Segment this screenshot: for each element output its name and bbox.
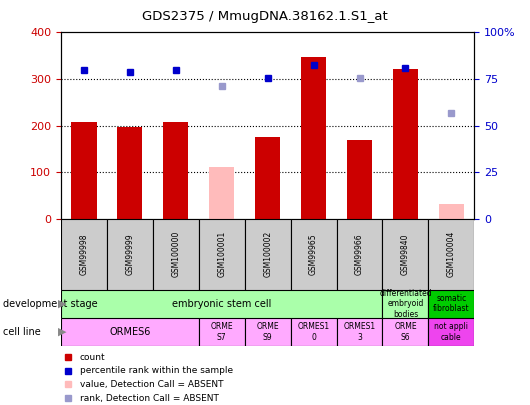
Text: cell line: cell line bbox=[3, 327, 40, 337]
Bar bbox=[383, 318, 428, 346]
Text: ORME
S6: ORME S6 bbox=[394, 322, 417, 342]
Text: value, Detection Call = ABSENT: value, Detection Call = ABSENT bbox=[80, 380, 223, 389]
Text: not appli
cable: not appli cable bbox=[435, 322, 469, 342]
Text: GSM100000: GSM100000 bbox=[171, 231, 180, 277]
Text: ▶: ▶ bbox=[58, 299, 67, 309]
Text: GSM99965: GSM99965 bbox=[309, 233, 318, 275]
Bar bbox=[439, 204, 464, 219]
Bar bbox=[347, 141, 372, 219]
Bar bbox=[61, 290, 383, 318]
Text: differentiated
embryoid
bodies: differentiated embryoid bodies bbox=[379, 289, 432, 319]
Bar bbox=[163, 122, 189, 219]
Bar bbox=[383, 219, 428, 290]
Bar bbox=[290, 318, 337, 346]
Bar bbox=[255, 137, 280, 219]
Bar bbox=[301, 57, 326, 219]
Text: GSM100002: GSM100002 bbox=[263, 231, 272, 277]
Bar bbox=[290, 219, 337, 290]
Text: GSM99999: GSM99999 bbox=[126, 233, 134, 275]
Text: ORME
S9: ORME S9 bbox=[257, 322, 279, 342]
Text: ORME
S7: ORME S7 bbox=[210, 322, 233, 342]
Bar bbox=[209, 166, 234, 219]
Bar bbox=[383, 290, 428, 318]
Bar bbox=[337, 219, 383, 290]
Text: GSM99840: GSM99840 bbox=[401, 233, 410, 275]
Bar bbox=[199, 318, 245, 346]
Text: GSM100001: GSM100001 bbox=[217, 231, 226, 277]
Bar bbox=[245, 318, 290, 346]
Text: GSM100004: GSM100004 bbox=[447, 231, 456, 277]
Text: development stage: development stage bbox=[3, 299, 98, 309]
Text: GDS2375 / MmugDNA.38162.1.S1_at: GDS2375 / MmugDNA.38162.1.S1_at bbox=[142, 10, 388, 23]
Bar bbox=[61, 219, 107, 290]
Bar bbox=[61, 318, 199, 346]
Text: ORMES6: ORMES6 bbox=[109, 327, 151, 337]
Text: embryonic stem cell: embryonic stem cell bbox=[172, 299, 271, 309]
Text: ORMES1
0: ORMES1 0 bbox=[297, 322, 330, 342]
Bar bbox=[428, 318, 474, 346]
Bar bbox=[428, 290, 474, 318]
Text: ORMES1
3: ORMES1 3 bbox=[343, 322, 376, 342]
Text: GSM99966: GSM99966 bbox=[355, 233, 364, 275]
Text: ▶: ▶ bbox=[58, 327, 67, 337]
Text: rank, Detection Call = ABSENT: rank, Detection Call = ABSENT bbox=[80, 394, 218, 403]
Text: somatic
fibroblast: somatic fibroblast bbox=[433, 294, 470, 313]
Bar bbox=[199, 219, 245, 290]
Bar bbox=[117, 127, 143, 219]
Bar bbox=[393, 69, 418, 219]
Text: GSM99998: GSM99998 bbox=[80, 233, 89, 275]
Bar bbox=[107, 219, 153, 290]
Text: percentile rank within the sample: percentile rank within the sample bbox=[80, 367, 233, 375]
Text: count: count bbox=[80, 353, 105, 362]
Bar bbox=[71, 122, 96, 219]
Bar bbox=[428, 219, 474, 290]
Bar bbox=[153, 219, 199, 290]
Bar bbox=[337, 318, 383, 346]
Bar bbox=[245, 219, 290, 290]
